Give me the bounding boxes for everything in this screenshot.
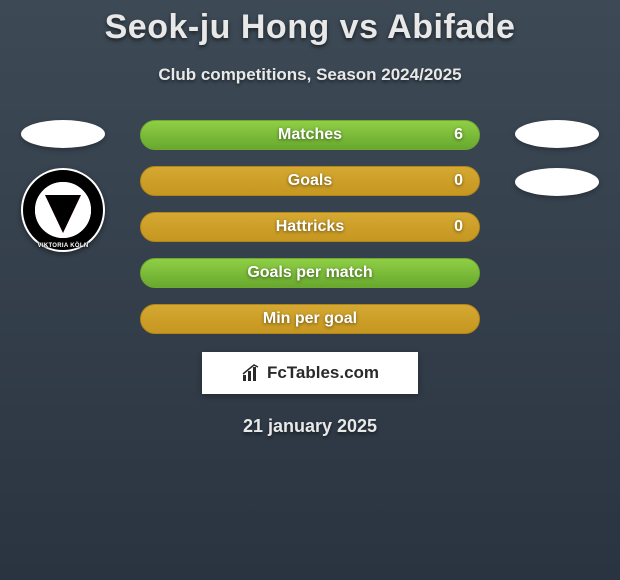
right-player-photo-placeholder: [515, 120, 599, 148]
right-player-column: [512, 120, 602, 216]
left-club-badge: 1904 VIKTORIA KÖLN: [21, 168, 105, 252]
left-player-column: 1904 VIKTORIA KÖLN: [18, 120, 108, 252]
stat-label: Goals per match: [247, 264, 372, 282]
stat-label: Hattricks: [276, 218, 344, 236]
stat-value-right: 0: [454, 172, 463, 190]
brand-text: FcTables.com: [267, 363, 379, 383]
stat-label: Min per goal: [263, 310, 357, 328]
badge-club-name: VIKTORIA KÖLN: [38, 243, 89, 249]
stat-label: Goals: [288, 172, 332, 190]
bar-chart-icon: [241, 363, 261, 383]
brand-box: FcTables.com: [202, 352, 418, 394]
comparison-content: 1904 VIKTORIA KÖLN Matches 6 Goals 0 Hat…: [0, 120, 620, 437]
stat-value-right: 0: [454, 218, 463, 236]
stat-row-matches: Matches 6: [140, 120, 480, 150]
stat-value-right: 6: [454, 126, 463, 144]
stat-row-goals: Goals 0: [140, 166, 480, 196]
stat-row-hattricks: Hattricks 0: [140, 212, 480, 242]
stat-row-min-per-goal: Min per goal: [140, 304, 480, 334]
left-player-photo-placeholder: [21, 120, 105, 148]
stat-rows: Matches 6 Goals 0 Hattricks 0 Goals per …: [140, 120, 480, 334]
stat-row-goals-per-match: Goals per match: [140, 258, 480, 288]
comparison-subtitle: Club competitions, Season 2024/2025: [0, 65, 620, 85]
comparison-title: Seok-ju Hong vs Abifade: [0, 0, 620, 47]
date-line: 21 january 2025: [0, 416, 620, 437]
stat-label: Matches: [278, 126, 342, 144]
right-club-badge-placeholder: [515, 168, 599, 196]
